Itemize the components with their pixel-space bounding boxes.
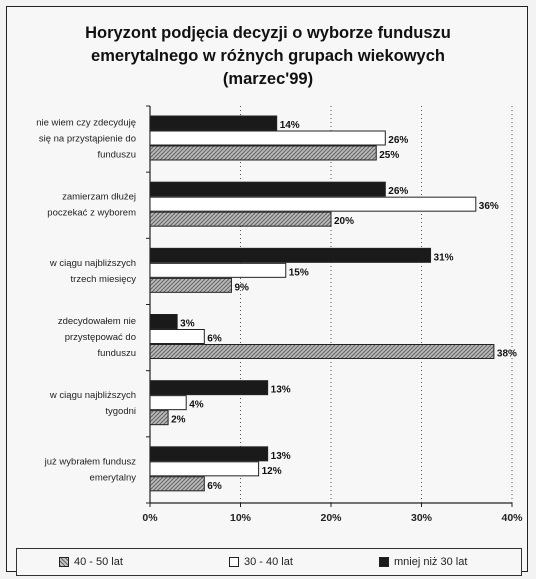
data-label: 13% — [271, 385, 291, 396]
category-label: zdecydowałem nie — [58, 316, 136, 327]
category-label: się na przystąpienie do — [39, 134, 136, 145]
legend-item-under-30: mniej niż 30 lat — [379, 556, 467, 568]
data-label: 6% — [207, 481, 222, 492]
data-label: 3% — [180, 319, 195, 330]
category-label: tygodni — [105, 406, 136, 417]
category-label: w ciągu najbliższych — [49, 258, 136, 269]
bar-white — [149, 130, 386, 146]
data-label: 38% — [497, 349, 517, 360]
chart-frame — [6, 6, 528, 572]
bar-white — [149, 196, 477, 212]
bar-hatched — [149, 410, 169, 426]
data-label: 25% — [379, 150, 399, 161]
category-label: trzech miesięcy — [71, 274, 137, 285]
bar-hatched — [149, 211, 332, 227]
bar-white — [149, 329, 205, 344]
hatched-swatch-icon — [59, 557, 69, 567]
dark-swatch-icon — [379, 557, 389, 567]
bar-white — [149, 461, 260, 477]
bar-dark — [149, 380, 269, 396]
legend-item-30-40: 30 - 40 lat — [229, 556, 293, 568]
data-label: 36% — [479, 201, 499, 212]
bar-hatched — [149, 476, 205, 492]
legend-item-40-50: 40 - 50 lat — [59, 556, 123, 568]
x-tick-label: 40% — [501, 512, 523, 524]
bar-dark — [149, 247, 432, 263]
category-label: już wybrałem fundusz — [44, 456, 137, 467]
title-line-3: (marzec'99) — [222, 70, 314, 88]
data-label: 26% — [388, 135, 408, 146]
x-tick-label: 0% — [142, 512, 158, 524]
bar-dark — [149, 314, 178, 329]
category-label: w ciągu najbliższych — [49, 390, 136, 401]
legend: 40 - 50 lat 30 - 40 lat mniej niż 30 lat — [16, 548, 522, 576]
data-label: 13% — [271, 451, 291, 462]
bar-dark — [149, 446, 269, 462]
x-tick-label: 30% — [411, 512, 433, 524]
bar-dark — [149, 115, 278, 131]
category-label: funduszu — [97, 150, 136, 161]
data-label: 6% — [207, 334, 222, 345]
data-label: 15% — [289, 267, 309, 278]
category-label: emerytalny — [90, 472, 137, 483]
category-label: nie wiem czy zdecyduję — [36, 118, 136, 129]
bar-hatched — [149, 145, 377, 161]
data-label: 12% — [262, 466, 282, 477]
category-label: funduszu — [97, 348, 136, 359]
bar-hatched — [149, 344, 495, 359]
bar-white — [149, 395, 187, 411]
bar-white — [149, 262, 287, 278]
data-label: 26% — [388, 186, 408, 197]
title-line-1: Horyzont podjęcia decyzji o wyborze fund… — [85, 24, 451, 42]
legend-label: 40 - 50 lat — [74, 556, 123, 568]
category-label: zamierzam dłużej — [62, 192, 136, 203]
chart-title: Horyzont podjęcia decyzji o wyborze fund… — [0, 22, 536, 91]
legend-label: 30 - 40 lat — [244, 556, 293, 568]
data-label: 31% — [434, 252, 454, 263]
data-label: 2% — [171, 415, 186, 426]
title-line-2: emerytalnego w różnych grupach wiekowych — [91, 47, 445, 65]
x-tick-label: 20% — [320, 512, 342, 524]
data-label: 4% — [189, 400, 204, 411]
bar-dark — [149, 181, 386, 197]
category-label: przystępować do — [65, 332, 136, 343]
data-label: 9% — [234, 282, 249, 293]
white-swatch-icon — [229, 557, 239, 567]
category-label: poczekać z wyborem — [47, 208, 136, 219]
bar-hatched — [149, 277, 232, 293]
legend-label: mniej niż 30 lat — [394, 556, 468, 568]
x-tick-label: 10% — [230, 512, 252, 524]
data-label: 14% — [280, 120, 300, 131]
data-label: 20% — [334, 216, 354, 227]
